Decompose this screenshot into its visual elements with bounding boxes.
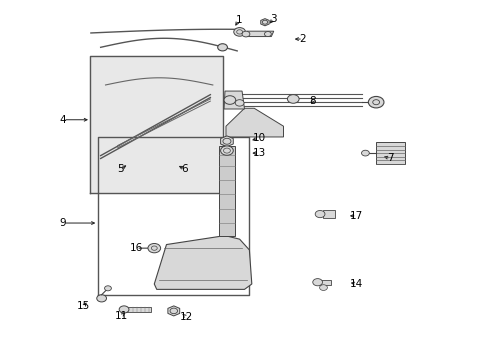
Circle shape	[217, 44, 227, 51]
Text: 10: 10	[252, 133, 265, 143]
Circle shape	[315, 211, 325, 218]
Polygon shape	[260, 19, 269, 26]
Text: 6: 6	[182, 164, 188, 174]
Circle shape	[287, 95, 299, 103]
Polygon shape	[225, 108, 283, 137]
Circle shape	[224, 96, 235, 104]
Text: 1: 1	[235, 15, 242, 26]
Circle shape	[264, 32, 271, 37]
Text: 12: 12	[179, 312, 192, 322]
Circle shape	[148, 243, 160, 253]
Circle shape	[319, 285, 327, 291]
Circle shape	[242, 31, 249, 37]
Polygon shape	[167, 306, 180, 316]
Circle shape	[367, 96, 383, 108]
Polygon shape	[220, 136, 233, 147]
Text: 5: 5	[117, 164, 123, 174]
Circle shape	[97, 295, 106, 302]
Text: 4: 4	[60, 115, 66, 125]
Text: 3: 3	[270, 14, 277, 24]
Text: 15: 15	[77, 301, 90, 311]
Circle shape	[220, 146, 233, 155]
Circle shape	[312, 279, 322, 286]
Text: 17: 17	[349, 211, 363, 221]
Polygon shape	[322, 211, 334, 218]
Text: 9: 9	[60, 218, 66, 228]
Text: 8: 8	[309, 96, 315, 106]
Text: 7: 7	[386, 153, 393, 163]
Text: 11: 11	[115, 311, 128, 320]
Circle shape	[233, 28, 245, 36]
Polygon shape	[224, 91, 244, 109]
Circle shape	[104, 286, 111, 291]
Circle shape	[235, 100, 244, 106]
Text: 13: 13	[252, 148, 265, 158]
Text: 14: 14	[349, 279, 363, 289]
Polygon shape	[126, 307, 151, 312]
Polygon shape	[219, 146, 234, 235]
Polygon shape	[320, 280, 330, 285]
Text: 2: 2	[299, 34, 305, 44]
Circle shape	[119, 306, 129, 313]
Polygon shape	[375, 142, 405, 164]
Polygon shape	[154, 235, 251, 289]
Circle shape	[361, 150, 368, 156]
Polygon shape	[90, 56, 222, 193]
Text: 16: 16	[129, 243, 142, 253]
Polygon shape	[244, 31, 273, 37]
